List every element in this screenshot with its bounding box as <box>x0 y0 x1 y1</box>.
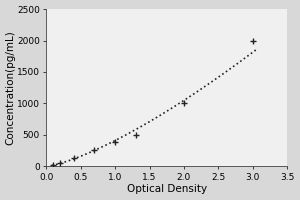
X-axis label: Optical Density: Optical Density <box>127 184 207 194</box>
Y-axis label: Concentration(pg/mL): Concentration(pg/mL) <box>6 30 16 145</box>
